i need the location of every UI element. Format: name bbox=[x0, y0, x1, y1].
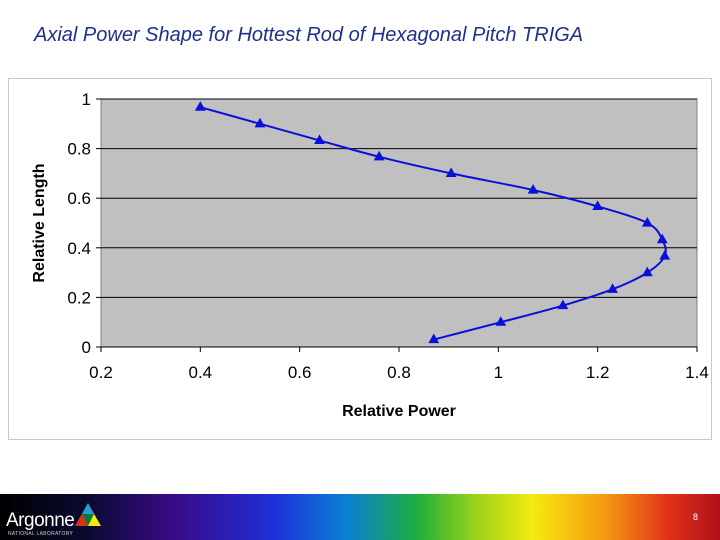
x-tick-label: 1.2 bbox=[586, 363, 610, 382]
data-point-marker bbox=[373, 150, 385, 161]
argonne-triangle-icon bbox=[75, 503, 101, 526]
y-tick-label: 0.2 bbox=[67, 288, 91, 307]
y-axis-title: Relative Length bbox=[31, 163, 48, 282]
x-tick-label: 0.4 bbox=[189, 363, 213, 382]
x-tick-label: 1.4 bbox=[685, 363, 709, 382]
data-point-marker bbox=[641, 266, 653, 277]
data-point-marker bbox=[527, 184, 539, 194]
x-axis-title: Relative Power bbox=[342, 403, 456, 420]
data-point-marker bbox=[557, 299, 569, 310]
data-point-marker bbox=[428, 333, 440, 344]
plot-area bbox=[100, 98, 698, 348]
axial-power-chart: 0 0.2 0.4 0.6 0.8 1 0.2 0.4 0.6 0.8 1 1.2 1.4 Relat… bbox=[31, 90, 709, 420]
data-point-marker bbox=[656, 233, 668, 244]
y-tick-label: 0.6 bbox=[67, 189, 91, 208]
x-tick-labels: 0.2 0.4 0.6 0.8 1 1.2 1.4 bbox=[89, 363, 709, 382]
logo-subtext: NATIONAL LABORATORY bbox=[8, 531, 74, 537]
x-tick-label: 1 bbox=[494, 363, 503, 382]
page-number: 8 bbox=[692, 512, 698, 522]
chart-frame: 0 0.2 0.4 0.6 0.8 1 0.2 0.4 0.6 0.8 1 1.2 1.4 Relat… bbox=[8, 78, 712, 440]
data-point-marker bbox=[659, 249, 671, 260]
y-tick-label: 0 bbox=[82, 338, 91, 357]
x-tick-label: 0.6 bbox=[288, 363, 312, 382]
data-point-marker bbox=[314, 134, 325, 145]
argonne-logo: Argonne NATIONAL LABORATORY bbox=[6, 503, 126, 538]
data-point-marker bbox=[254, 117, 266, 128]
slide-title: Axial Power Shape for Hottest Rod of Hex… bbox=[34, 24, 584, 46]
y-tick-label: 1 bbox=[82, 90, 91, 109]
footer-bar: Argonne NATIONAL LABORATORY 8 bbox=[0, 494, 720, 540]
y-tick-labels: 0 0.2 0.4 0.6 0.8 1 bbox=[67, 90, 91, 357]
data-point-marker bbox=[495, 316, 507, 326]
y-tick-label: 0.8 bbox=[67, 140, 91, 159]
data-point-marker bbox=[194, 101, 206, 111]
y-tick-label: 0.4 bbox=[67, 239, 91, 258]
gridlines bbox=[96, 98, 698, 352]
data-point-marker bbox=[445, 167, 457, 177]
data-point-marker bbox=[592, 200, 604, 210]
data-point-marker bbox=[607, 283, 618, 293]
x-tick-label: 0.2 bbox=[89, 363, 113, 382]
data-markers bbox=[194, 101, 671, 344]
x-tick-label: 0.8 bbox=[387, 363, 411, 382]
data-point-marker bbox=[641, 217, 653, 227]
logo-text: Argonne bbox=[6, 510, 75, 531]
